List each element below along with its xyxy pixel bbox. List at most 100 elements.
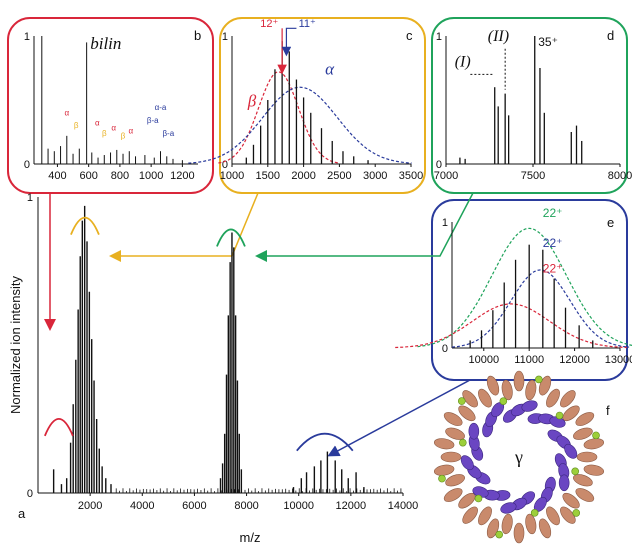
panel-c-y-tick-label: 1 <box>222 31 228 43</box>
panel-b-y-tick-label: 1 <box>24 31 30 43</box>
panel-b-fragment-label: β-a <box>147 116 159 125</box>
protein-helix-outer <box>445 474 465 487</box>
panel-c-frame <box>219 17 426 194</box>
protein-chromophore <box>534 375 543 384</box>
protein-helix-outer <box>458 405 476 422</box>
protein-helix-outer <box>501 379 513 401</box>
panel-c-x-tick-label: 3500 <box>399 170 423 182</box>
panel-c-x-tick-label: 2500 <box>327 170 351 182</box>
panel-c-envelope-blue <box>188 86 412 164</box>
panel-f-gamma-label: γ <box>514 447 523 467</box>
protein-helix-inner <box>521 400 538 412</box>
panel-c: 1000 1500 2000 2500 3000 3500 0 1 β α 12⁺ 11⁺ <box>188 18 423 182</box>
protein-chromophore <box>495 530 504 539</box>
panel-e-envelope-green <box>417 227 632 348</box>
panel-c-arrow-11 <box>281 27 297 57</box>
panel-a-x-tick-label: 2000 <box>78 500 102 512</box>
protein-helix-inner <box>564 443 578 459</box>
panel-b-fragment-label: β-a <box>162 129 174 138</box>
panel-d: 7000 7500 8000 0 1 (I) (II) 35⁺ <box>434 28 632 182</box>
protein-helix-outer <box>583 464 605 476</box>
panel-c-charge-11: 11⁺ <box>299 18 316 30</box>
panel-a-x-tick-label: 14000 <box>388 500 419 512</box>
panel-d-x-tick-label: 8000 <box>608 170 632 182</box>
arrow-yellow <box>109 192 259 262</box>
protein-helix-outer <box>478 506 492 526</box>
panel-c-y-tick-label: 0 <box>222 159 228 171</box>
panel-d-label-I: (I) <box>455 54 471 71</box>
panel-d-y-tick-label: 0 <box>436 159 442 171</box>
panel-a-x-tick-label: 10000 <box>283 500 314 512</box>
panel-b-frame <box>7 17 214 194</box>
protein-helix-outer <box>573 427 593 440</box>
panel-b-x-tick-label: 800 <box>111 170 129 182</box>
panel-c-x-tick-label: 2000 <box>291 170 315 182</box>
panel-c-x-tick-label: 3000 <box>363 170 387 182</box>
protein-helix-outer <box>576 451 598 463</box>
panel-b-fragment-label: α-a <box>155 103 167 112</box>
protein-helix-outer <box>562 492 580 509</box>
panel-c-beta-label: β <box>247 91 257 110</box>
panel-letter-a: a <box>18 506 26 521</box>
protein-helix-outer <box>575 412 595 426</box>
protein-chromophore <box>474 494 483 503</box>
panel-b-y-tick-label: 0 <box>24 159 30 171</box>
protein-chromophore <box>438 474 446 483</box>
panel-a-x-tick-label: 4000 <box>130 500 154 512</box>
protein-helix-outer <box>538 518 552 539</box>
protein-helix-outer <box>486 375 500 396</box>
panel-d-frame <box>431 17 628 194</box>
panel-d-label-II: (II) <box>488 28 509 45</box>
protein-helix-outer <box>560 390 576 408</box>
panel-b-bilin-label: bilin <box>90 34 121 53</box>
panel-b-fragment-label: α <box>129 126 134 135</box>
protein-helix-outer <box>525 379 537 401</box>
panel-b-fragment-label: α <box>111 124 116 133</box>
protein-helix-outer <box>433 438 455 450</box>
panel-c-x-tick-label: 1500 <box>256 170 280 182</box>
protein-chromophore <box>555 411 564 420</box>
panel-b-x-tick-label: 400 <box>48 170 66 182</box>
protein-chromophore <box>592 431 600 440</box>
panel-e-charge-green: 22⁺ <box>543 206 563 220</box>
protein-helix-outer <box>440 451 462 463</box>
protein-helix-inner <box>460 455 474 471</box>
panel-b-x-tick-label: 600 <box>79 170 97 182</box>
protein-helix-outer <box>433 464 455 476</box>
protein-helix-outer <box>462 506 478 524</box>
panel-b-fragment-label: α <box>95 119 100 128</box>
panel-c-alpha-label: α <box>325 59 335 78</box>
panel-a-envelope-red <box>44 418 74 437</box>
panel-a-x-axis-label: m/z <box>240 530 261 545</box>
panel-e-y-tick-label: 0 <box>442 343 448 355</box>
panel-a-x-tick-label: 6000 <box>182 500 206 512</box>
protein-helix-inner <box>468 422 480 440</box>
protein-helix-outer <box>513 370 525 392</box>
protein-center-hole <box>493 431 545 483</box>
protein-helix-outer <box>575 488 595 502</box>
arrow-blue <box>327 379 471 457</box>
panel-e-envelope-red <box>395 303 627 349</box>
protein-chromophore <box>530 509 539 517</box>
panel-c-envelope-red <box>218 71 339 164</box>
panel-b-x-tick-label: 1000 <box>139 170 163 182</box>
protein-helix-inner <box>558 474 570 492</box>
panel-e-y-tick-label: 1 <box>442 217 448 229</box>
panel-a-y-tick-label: 0 <box>27 488 33 500</box>
panel-e-charge-blue: 22⁺ <box>543 236 563 250</box>
panel-e-x-tick-label: 10000 <box>468 354 499 366</box>
arrow-green <box>255 192 474 262</box>
panel-e-envelope-blue <box>451 269 630 348</box>
panel-d-x-tick-label: 7500 <box>521 170 545 182</box>
panel-d-label-35: 35⁺ <box>538 35 558 49</box>
protein-helix-outer <box>443 412 463 426</box>
protein-chromophore <box>457 397 466 405</box>
panel-e-charge-red: 22⁺ <box>543 261 563 275</box>
panel-b-x-tick-label: 1200 <box>170 170 194 182</box>
panel-c-charge-12: 12⁺ <box>260 18 278 30</box>
protein-helix-outer <box>501 513 513 535</box>
